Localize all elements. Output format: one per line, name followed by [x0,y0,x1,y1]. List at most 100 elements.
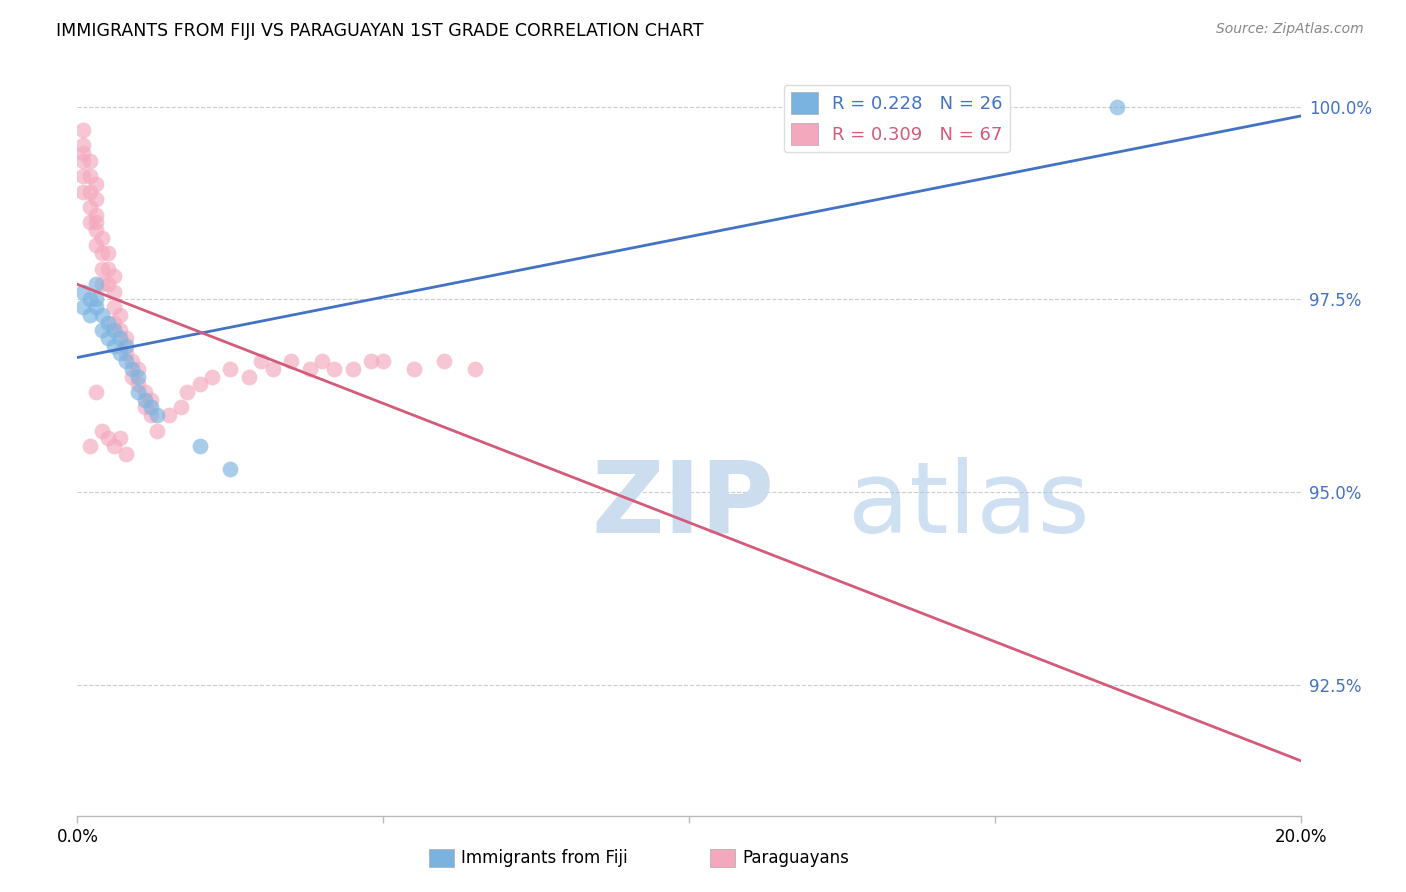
Point [323,362,346,376]
Point [108,431,131,445]
Point [360,354,382,368]
Point [139,408,162,422]
Text: ZIP: ZIP [591,457,773,554]
Point [262,362,284,376]
Point [127,384,149,399]
Point [108,323,131,337]
Point [79,153,101,168]
Text: atlas: atlas [848,457,1090,554]
Point [280,354,302,368]
Point [84,300,107,314]
Point [97,246,120,260]
Text: Immigrants from Fiji: Immigrants from Fiji [461,849,628,867]
Point [90,246,112,260]
Point [103,285,125,299]
Point [134,401,156,415]
Point [108,346,131,360]
Point [84,384,107,399]
Point [146,408,169,422]
Point [219,462,242,476]
Point [298,362,321,376]
Point [72,285,94,299]
Point [115,447,138,461]
Text: Paraguayans: Paraguayans [742,849,849,867]
Point [79,439,101,453]
Point [103,439,125,453]
Point [84,223,107,237]
Point [79,169,101,183]
Point [188,439,211,453]
Point [84,277,107,291]
Point [238,369,260,384]
Point [371,354,394,368]
Point [72,145,94,160]
Point [127,377,149,392]
Point [97,316,120,330]
Legend: R = 0.228   N = 26, R = 0.309   N = 67: R = 0.228 N = 26, R = 0.309 N = 67 [783,85,1010,153]
Point [97,261,120,276]
Point [72,153,94,168]
Point [433,354,456,368]
Point [170,401,193,415]
Point [84,192,107,206]
Point [139,401,162,415]
Point [72,123,94,137]
Point [84,238,107,252]
Point [115,331,138,345]
Point [90,323,112,337]
Point [97,431,120,445]
Point [115,339,138,353]
Point [103,269,125,284]
Point [121,354,143,368]
Text: IMMIGRANTS FROM FIJI VS PARAGUAYAN 1ST GRADE CORRELATION CHART: IMMIGRANTS FROM FIJI VS PARAGUAYAN 1ST G… [56,22,704,40]
Point [115,354,138,368]
Point [84,208,107,222]
Point [342,362,364,376]
Point [134,384,156,399]
Point [90,231,112,245]
Point [127,362,149,376]
Point [90,308,112,322]
Point [103,316,125,330]
Point [157,408,180,422]
Point [103,339,125,353]
Point [134,392,156,407]
Point [188,377,211,392]
Point [79,308,101,322]
Point [72,169,94,183]
Point [127,369,149,384]
Point [72,185,94,199]
Point [219,362,242,376]
Point [79,200,101,214]
Point [121,362,143,376]
Point [250,354,273,368]
Point [121,369,143,384]
Point [90,424,112,438]
Point [90,261,112,276]
Point [402,362,425,376]
Point [108,331,131,345]
Point [139,392,162,407]
Point [84,293,107,307]
Point [72,300,94,314]
Point [79,293,101,307]
Point [97,277,120,291]
Point [90,277,112,291]
Point [103,300,125,314]
Point [201,369,224,384]
Point [146,424,169,438]
Point [84,177,107,191]
Point [103,323,125,337]
Point [79,215,101,229]
Point [108,308,131,322]
Point [311,354,333,368]
Point [464,362,486,376]
Point [84,215,107,229]
Point [79,185,101,199]
Point [115,346,138,360]
Point [72,138,94,153]
Point [1107,100,1129,114]
Text: Source: ZipAtlas.com: Source: ZipAtlas.com [1216,22,1364,37]
Point [97,331,120,345]
Point [176,384,198,399]
